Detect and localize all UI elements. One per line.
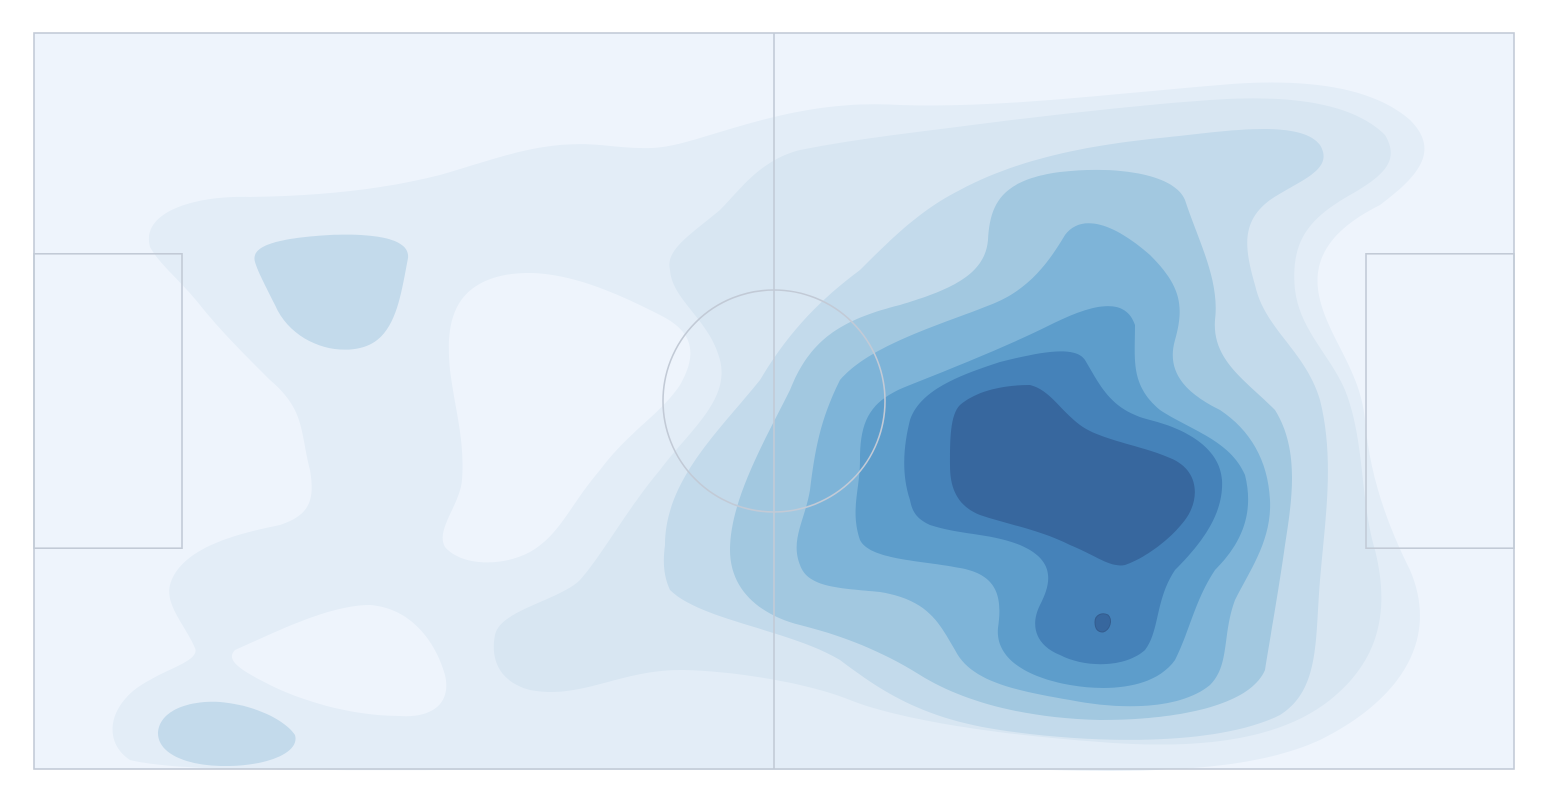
density-level-max-contour <box>1095 614 1110 632</box>
